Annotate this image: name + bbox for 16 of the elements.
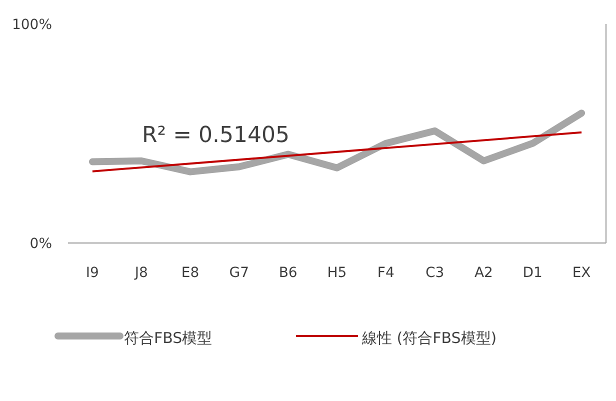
x-tick-label: A2 bbox=[474, 265, 493, 281]
legend-label: 符合FBS模型 bbox=[124, 329, 212, 347]
x-tick-label: E8 bbox=[181, 265, 200, 281]
x-tick-label: H5 bbox=[327, 265, 347, 281]
legend-label: 線性 (符合FBS模型) bbox=[361, 329, 497, 347]
y-tick-label: 100% bbox=[12, 17, 52, 33]
x-tick-label: I9 bbox=[86, 265, 99, 281]
x-tick-label: G7 bbox=[229, 265, 250, 281]
x-tick-label: B6 bbox=[278, 265, 298, 281]
x-tick-label: F4 bbox=[377, 265, 394, 281]
x-tick-label: EX bbox=[572, 265, 592, 281]
y-tick-label: 0% bbox=[30, 236, 52, 252]
x-tick-label: C3 bbox=[425, 265, 444, 281]
x-tick-label: J8 bbox=[134, 265, 148, 281]
x-tick-label: D1 bbox=[522, 265, 542, 281]
annotation: R² = 0.51405 bbox=[142, 123, 290, 148]
